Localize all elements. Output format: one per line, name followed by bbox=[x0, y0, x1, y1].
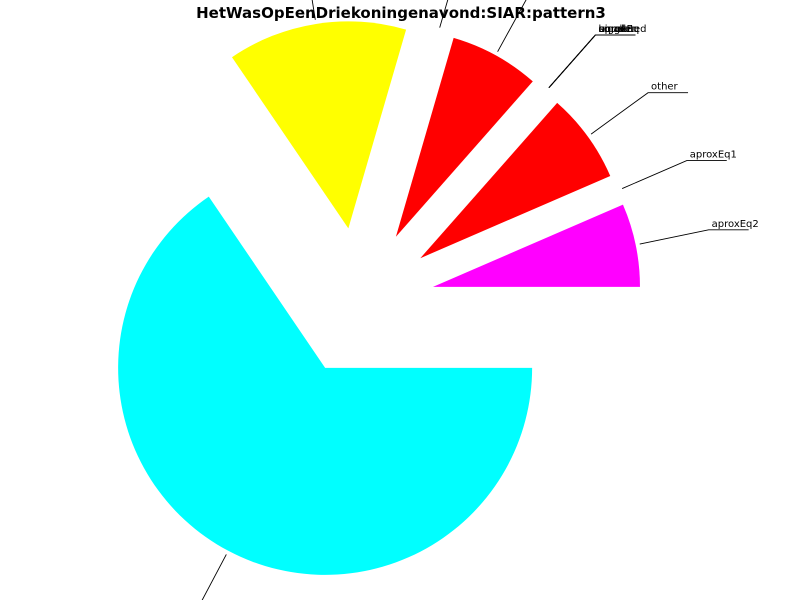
pie-slice-other bbox=[420, 102, 611, 259]
leader-line-aproxeq5 bbox=[439, 0, 449, 28]
pie-slice-aproxeq2 bbox=[432, 204, 640, 287]
slice-label-bigger: bigger bbox=[598, 24, 631, 35]
slice-label-unrelated: unrelated bbox=[598, 24, 646, 35]
pie-slices bbox=[118, 21, 640, 575]
leader-line-other bbox=[590, 92, 689, 135]
leader-line-aproxeq1 bbox=[621, 160, 727, 189]
pie-slice-aproxeq6 bbox=[395, 37, 533, 237]
slice-label-other: other bbox=[651, 82, 679, 93]
pie-slice-aproxeq3 bbox=[118, 196, 533, 575]
leader-line-bigger bbox=[548, 34, 636, 89]
slice-label-equal: equal bbox=[598, 24, 626, 35]
leader-line-aproxeq6 bbox=[497, 0, 527, 52]
slice-label-aproxeq: aproxEq bbox=[598, 24, 639, 35]
leader-line-unrelated bbox=[548, 34, 636, 89]
pie-slice-aproxeq4 bbox=[231, 21, 407, 229]
leader-line-smaller bbox=[548, 34, 636, 89]
chart-title: HetWasOpEenDriekoningenavond:SIAR:patter… bbox=[196, 4, 606, 22]
leader-line-aproxeq3 bbox=[201, 554, 227, 600]
leader-line-equal bbox=[548, 34, 636, 89]
pie-labels: aproxEq2 aproxEq1 other biggerequalaproxEqs… bbox=[201, 0, 759, 600]
leader-line-aproxeq bbox=[548, 34, 636, 89]
slice-label-aproxeq2: aproxEq2 bbox=[712, 219, 759, 230]
slice-label-smaller: smaller bbox=[598, 24, 636, 35]
leader-line-aproxeq2 bbox=[639, 229, 749, 245]
slice-label-aproxeq1: aproxEq1 bbox=[690, 150, 737, 161]
